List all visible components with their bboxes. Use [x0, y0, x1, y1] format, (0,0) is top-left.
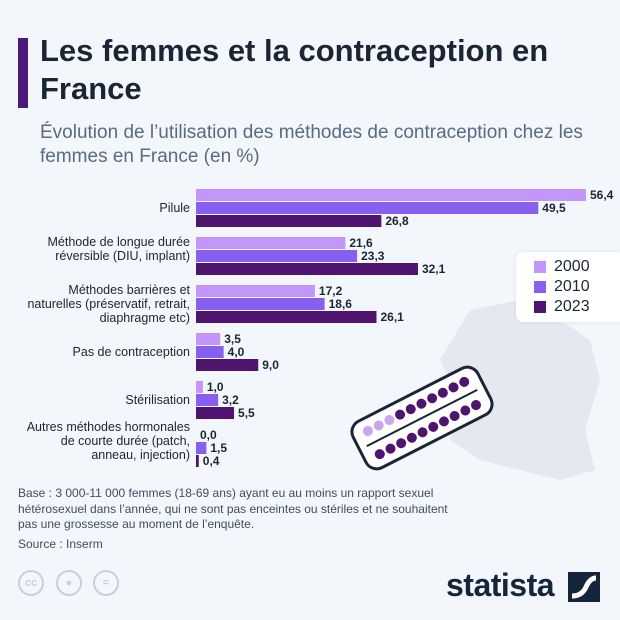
source: Source : Inserm — [18, 537, 103, 551]
pill-dot — [385, 443, 396, 454]
bar-2000 — [196, 189, 586, 201]
pill-dot — [428, 421, 439, 432]
bar-2023 — [196, 311, 377, 323]
legend-label: 2000 — [554, 258, 590, 275]
pill-dot — [373, 420, 384, 431]
category-label: Méthode de longue durée réversible (DIU,… — [47, 235, 190, 263]
subtitle: Évolution de l’utilisation des méthodes … — [40, 122, 583, 167]
category-label: Autres méthodes hormonales de courte dur… — [26, 420, 190, 462]
bar-2010 — [196, 442, 207, 454]
legend-swatch — [534, 301, 546, 313]
title-accent-bar — [18, 38, 28, 108]
pill-dot — [374, 449, 385, 460]
pill-dot — [449, 410, 460, 421]
france-map-icon — [440, 300, 600, 480]
bar-2000 — [196, 333, 221, 345]
data-label: 17,2 — [319, 284, 343, 298]
legend-item-2010: 2010 — [534, 278, 590, 296]
pill-dot — [417, 427, 428, 438]
statista-logo[interactable]: statista — [446, 567, 555, 603]
statista-logo-mark — [568, 572, 600, 602]
pill-blister-icon — [350, 365, 494, 471]
data-label: 56,4 — [590, 188, 614, 202]
bar-2000 — [196, 285, 315, 297]
bar-2000 — [196, 381, 203, 393]
legend-label: 2023 — [554, 298, 590, 315]
data-label: 3,5 — [224, 332, 241, 346]
bar-2010 — [196, 394, 219, 406]
category-label: Pas de contraception — [72, 345, 190, 359]
data-label: 0,4 — [203, 454, 220, 468]
data-label: 23,3 — [361, 249, 385, 263]
pill-dot — [437, 387, 448, 398]
data-label: 18,6 — [329, 297, 353, 311]
pill-dot — [427, 393, 438, 404]
legend-swatch — [534, 261, 546, 273]
data-label: 5,5 — [238, 406, 255, 420]
bar-2023 — [196, 359, 259, 371]
pill-dot — [460, 405, 471, 416]
data-label: 32,1 — [422, 262, 446, 276]
legend-label: 2010 — [554, 278, 590, 295]
pill-dot — [459, 376, 470, 387]
bar-2023 — [196, 455, 199, 467]
bar-2010 — [196, 202, 539, 214]
data-label: 4,0 — [228, 345, 245, 359]
legend-item-2000: 2000 — [534, 258, 590, 276]
legend-item-2023: 2023 — [534, 298, 590, 316]
pill-dot — [395, 409, 406, 420]
bar-2023 — [196, 263, 418, 275]
data-label: 0,0 — [200, 428, 217, 442]
data-label: 1,5 — [210, 441, 227, 455]
data-label: 26,8 — [385, 214, 409, 228]
pill-dot — [471, 400, 482, 411]
attribution-icon[interactable]: ● — [56, 570, 82, 596]
bar-2010 — [196, 250, 358, 262]
category-label: Pilule — [159, 201, 190, 215]
france-map-decoration — [440, 300, 600, 480]
legend: 2000 2010 2023 — [516, 252, 620, 322]
data-label: 49,5 — [542, 201, 566, 215]
category-label: Méthodes barrières et naturelles (préser… — [27, 283, 190, 325]
data-label: 9,0 — [262, 358, 279, 372]
footnote: Base : 3 000-11 000 femmes (18-69 ans) a… — [18, 486, 448, 531]
pill-dot — [362, 425, 373, 436]
data-label: 1,0 — [207, 380, 224, 394]
cc-icon[interactable]: cc — [18, 570, 44, 596]
data-label: 3,2 — [222, 393, 239, 407]
pill-dot — [406, 432, 417, 443]
page-title: Les femmes et la contraception en France — [40, 33, 549, 106]
bar-2010 — [196, 298, 325, 310]
category-label: Stérilisation — [125, 393, 190, 407]
pill-dot — [384, 415, 395, 426]
bar-2000 — [196, 237, 346, 249]
legend-swatch — [534, 281, 546, 293]
data-label: 26,1 — [380, 310, 404, 324]
bar-2023 — [196, 407, 235, 419]
pill-dot — [396, 438, 407, 449]
data-label: 21,6 — [349, 236, 373, 250]
pill-dot — [448, 382, 459, 393]
no-derivatives-icon[interactable]: = — [93, 570, 119, 596]
pill-dot — [438, 416, 449, 427]
bar-2023 — [196, 215, 382, 227]
pill-dot — [405, 404, 416, 415]
pill-dot — [416, 398, 427, 409]
bar-2010 — [196, 346, 224, 358]
